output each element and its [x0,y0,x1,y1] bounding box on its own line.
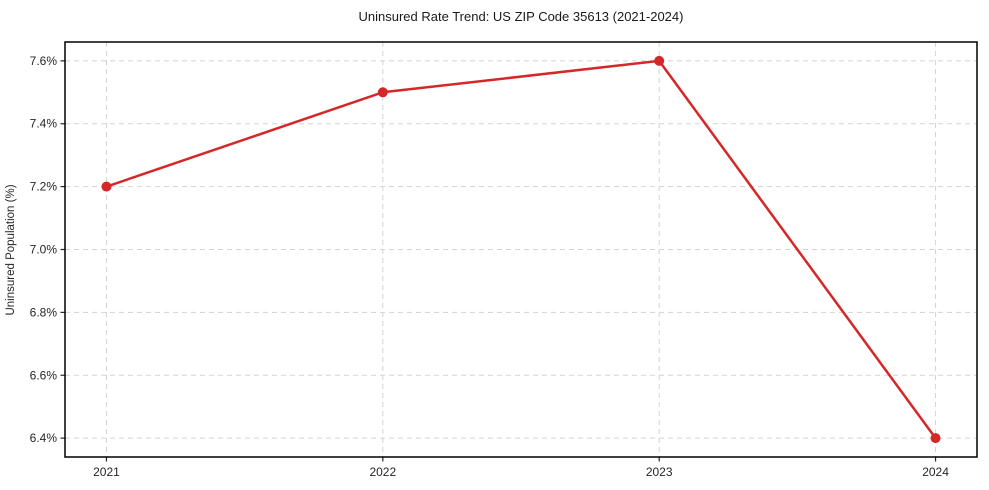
data-series-layer [101,55,941,444]
x-tick-label: 2023 [646,465,673,479]
y-tick-label: 6.6% [30,368,58,382]
grid-layer [65,42,977,457]
x-tick-label: 2024 [922,465,949,479]
y-tick-label: 6.8% [30,305,58,319]
data-point-marker [101,181,112,192]
x-tick-label: 2022 [369,465,396,479]
y-tick-label: 7.2% [30,180,58,194]
data-point-marker [377,87,388,98]
y-tick-label: 7.0% [30,243,58,257]
axes-layer: 6.4% 6.6% 6.8% 7.0% 7.2% 7.4% 7.6% 2021 2022 2023… [30,41,978,479]
y-tick-label: 7.4% [30,117,58,131]
data-point-marker [654,55,665,66]
data-point-marker [930,433,941,444]
y-axis-label: Uninsured Population (%) [5,184,17,315]
y-tick-label: 6.4% [30,431,58,445]
y-tick-label: 7.6% [30,54,58,68]
trend-line [105,59,937,440]
x-tick-label: 2021 [93,465,120,479]
chart-title: Uninsured Rate Trend: US ZIP Code 35613 … [359,9,684,24]
plot-border [64,41,978,458]
